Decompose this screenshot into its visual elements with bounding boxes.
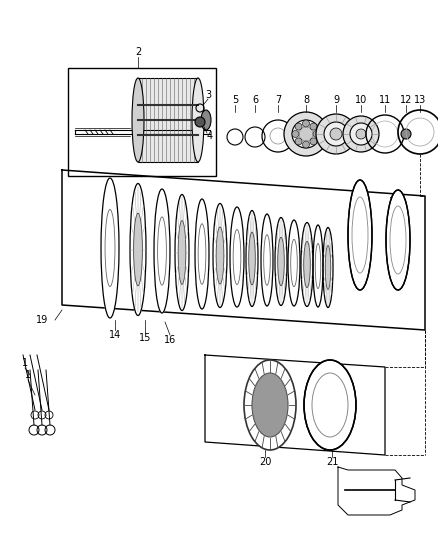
- Ellipse shape: [299, 127, 313, 141]
- Text: 9: 9: [333, 95, 339, 105]
- Ellipse shape: [312, 224, 324, 308]
- Text: 1: 1: [25, 370, 31, 380]
- Ellipse shape: [129, 182, 147, 317]
- Ellipse shape: [260, 213, 274, 307]
- Ellipse shape: [287, 219, 301, 307]
- Ellipse shape: [174, 193, 190, 311]
- Text: 2: 2: [135, 47, 141, 57]
- Ellipse shape: [316, 114, 356, 154]
- Ellipse shape: [216, 227, 224, 284]
- Ellipse shape: [304, 360, 356, 450]
- Ellipse shape: [330, 128, 342, 140]
- Ellipse shape: [132, 78, 144, 162]
- Ellipse shape: [100, 177, 120, 319]
- Ellipse shape: [274, 216, 288, 306]
- Ellipse shape: [249, 232, 255, 285]
- Ellipse shape: [229, 206, 245, 308]
- Text: 8: 8: [303, 95, 309, 105]
- Text: 14: 14: [109, 330, 121, 340]
- Text: 5: 5: [232, 95, 238, 105]
- Ellipse shape: [310, 138, 317, 145]
- Text: 1: 1: [22, 358, 28, 368]
- Ellipse shape: [153, 188, 171, 314]
- Text: 4: 4: [207, 131, 213, 141]
- Text: 15: 15: [139, 333, 151, 343]
- Text: 16: 16: [164, 335, 176, 345]
- Ellipse shape: [192, 78, 204, 162]
- Text: 21: 21: [326, 457, 338, 467]
- Text: 11: 11: [379, 95, 391, 105]
- Ellipse shape: [252, 373, 288, 437]
- Ellipse shape: [401, 129, 411, 139]
- Ellipse shape: [295, 123, 302, 130]
- Ellipse shape: [325, 246, 331, 289]
- Ellipse shape: [356, 129, 366, 139]
- Ellipse shape: [194, 198, 210, 310]
- Ellipse shape: [292, 120, 320, 148]
- Text: 10: 10: [355, 95, 367, 105]
- Ellipse shape: [348, 180, 372, 290]
- Ellipse shape: [284, 112, 328, 156]
- Text: 19: 19: [36, 315, 48, 325]
- Bar: [68, 68, 216, 176]
- Ellipse shape: [201, 110, 211, 130]
- Text: 13: 13: [414, 95, 426, 105]
- Ellipse shape: [313, 131, 320, 138]
- Text: 18: 18: [389, 197, 401, 207]
- Ellipse shape: [350, 123, 372, 145]
- Ellipse shape: [292, 131, 299, 138]
- Ellipse shape: [212, 203, 228, 309]
- Text: 7: 7: [275, 95, 281, 105]
- Ellipse shape: [178, 221, 186, 285]
- Text: 3: 3: [205, 90, 211, 100]
- Ellipse shape: [386, 190, 410, 290]
- Ellipse shape: [324, 122, 348, 146]
- Ellipse shape: [244, 360, 296, 450]
- Bar: [138, 78, 198, 162]
- Ellipse shape: [300, 222, 314, 308]
- Ellipse shape: [195, 117, 205, 127]
- Ellipse shape: [245, 209, 259, 308]
- Text: 20: 20: [259, 457, 271, 467]
- Ellipse shape: [310, 123, 317, 130]
- Ellipse shape: [304, 241, 310, 288]
- Ellipse shape: [343, 116, 379, 152]
- Ellipse shape: [278, 237, 284, 286]
- Ellipse shape: [303, 141, 310, 148]
- Ellipse shape: [322, 227, 334, 309]
- Text: 12: 12: [400, 95, 412, 105]
- Ellipse shape: [303, 120, 310, 127]
- Text: 6: 6: [252, 95, 258, 105]
- Ellipse shape: [295, 138, 302, 145]
- Text: 17: 17: [352, 195, 364, 205]
- Ellipse shape: [134, 213, 142, 286]
